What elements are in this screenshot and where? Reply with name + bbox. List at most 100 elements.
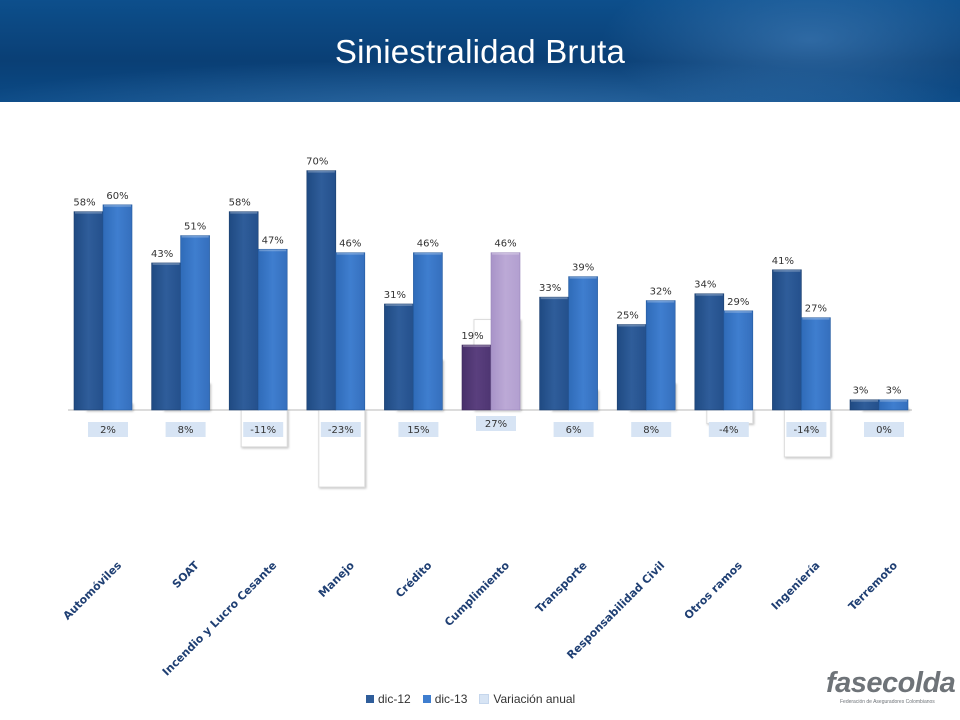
data-label-dic-12: 31%: [384, 290, 406, 301]
header-glow: [600, 0, 960, 102]
data-label-dic-12: 25%: [617, 311, 639, 322]
bar-highlight: [104, 204, 131, 207]
variation-label-bg: [476, 416, 516, 431]
data-label-dic-13: 46%: [339, 239, 361, 250]
data-label-dic-12: 33%: [539, 283, 561, 294]
bar-highlight: [540, 297, 568, 300]
category-label: Terremoto: [846, 559, 901, 614]
bar-highlight: [773, 269, 801, 272]
data-label-dic-12: 19%: [461, 331, 483, 342]
variation-bar: [318, 409, 366, 488]
variation-label-bg: [243, 422, 284, 437]
category-label: Transporte: [533, 559, 590, 616]
legend-item-variacion: Variación anual: [479, 692, 575, 706]
bar-dic-13: [568, 276, 598, 411]
bar-highlight: [259, 249, 287, 252]
bar-dic-13: [723, 310, 754, 411]
bar-dic-13: [257, 248, 288, 411]
data-label-dic-12: 70%: [306, 157, 328, 168]
bar-highlight: [414, 252, 442, 255]
data-label-variacion: -4%: [719, 425, 738, 436]
category-label: SOAT: [170, 559, 202, 591]
variation-label-bg: [786, 422, 827, 437]
data-label-dic-12: 41%: [772, 256, 794, 267]
bar-dic-12: [306, 170, 337, 411]
bar-dic-13: [413, 252, 443, 411]
bar-dic-12: [694, 293, 725, 411]
legend-item-dic-13: dic-13: [422, 692, 467, 706]
bar-highlight: [307, 170, 335, 173]
bar-highlight: [880, 399, 907, 402]
bar-highlight: [385, 303, 413, 306]
data-label-dic-12: 34%: [694, 280, 716, 291]
category-label: Otros ramos: [682, 559, 746, 623]
bar-dic-12: [228, 211, 259, 411]
data-label-variacion: 2%: [100, 425, 116, 436]
legend-label-dic-12: dic-12: [378, 692, 411, 706]
bar-dic-12: [384, 303, 414, 411]
legend-swatch-variacion: [479, 694, 490, 704]
bar-highlight: [569, 276, 597, 279]
variation-bar: [706, 409, 754, 424]
legend-swatch-dic-12: [366, 695, 374, 703]
variation-label-bg: [165, 422, 206, 437]
bar-highlight: [802, 317, 830, 320]
category-label: Automóviles: [61, 559, 125, 623]
category-label: Crédito: [393, 559, 435, 601]
bar-highlight: [724, 310, 752, 313]
data-label-dic-13: 3%: [886, 386, 902, 397]
bar-dic-12: [151, 262, 181, 411]
variation-label-bg: [864, 422, 904, 437]
bar-dic-13: [490, 252, 521, 411]
bar-highlight: [647, 300, 675, 303]
data-label-dic-13: 27%: [805, 304, 827, 315]
bar-dic-12: [772, 269, 802, 411]
data-label-dic-13: 51%: [184, 222, 206, 233]
data-label-variacion: 0%: [876, 425, 892, 436]
category-label: Manejo: [316, 559, 357, 600]
bar-dic-12: [616, 324, 647, 411]
chart-legend: dic-12 dic-13 Variación anual: [366, 691, 579, 707]
data-label-dic-12: 3%: [853, 386, 869, 397]
fasecolda-logo: fasecolda Federación de Aseguradores Col…: [826, 668, 956, 712]
bar-dic-13: [335, 252, 366, 411]
data-label-variacion: -14%: [793, 425, 819, 436]
bar-highlight: [230, 211, 258, 214]
data-label-variacion: 8%: [643, 425, 659, 436]
legend-item-dic-12: dic-12: [366, 692, 411, 706]
variation-label-bg: [708, 422, 749, 437]
bar-highlight: [695, 293, 723, 296]
data-label-dic-13: 29%: [727, 297, 749, 308]
data-label-dic-12: 58%: [73, 198, 95, 209]
bar-dic-13: [180, 235, 210, 411]
data-label-dic-13: 46%: [494, 239, 516, 250]
bar-dic-13: [801, 317, 831, 411]
bar-highlight: [181, 235, 209, 238]
bar-highlight: [618, 324, 646, 327]
data-label-dic-13: 39%: [572, 263, 594, 274]
variation-label-bg: [320, 422, 361, 437]
bar-highlight: [336, 252, 364, 255]
data-label-dic-13: 46%: [417, 239, 439, 250]
data-label-dic-13: 47%: [262, 235, 284, 246]
category-label: Cumplimiento: [442, 559, 512, 629]
bar-dic-13: [878, 399, 909, 411]
data-label-variacion: -11%: [250, 425, 276, 436]
data-label-variacion: -23%: [328, 425, 354, 436]
variation-label-bg: [398, 422, 439, 437]
legend-swatch-dic-13: [422, 695, 431, 703]
bar-dic-13: [645, 300, 676, 411]
bar-dic-12: [73, 211, 104, 411]
data-label-dic-13: 32%: [650, 287, 672, 298]
logo-tagline: Federación de Aseguradores Colombianos: [840, 699, 935, 705]
variation-label-bg: [88, 422, 128, 437]
data-label-dic-12: 43%: [151, 249, 173, 260]
data-label-dic-13: 60%: [106, 191, 128, 202]
bar-dic-12: [461, 344, 492, 411]
bar-highlight: [152, 262, 180, 265]
page-title: Siniestralidad Bruta: [334, 33, 626, 70]
data-label-variacion: 15%: [407, 425, 429, 436]
data-label-variacion: 8%: [178, 425, 194, 436]
bar-highlight: [463, 345, 490, 348]
